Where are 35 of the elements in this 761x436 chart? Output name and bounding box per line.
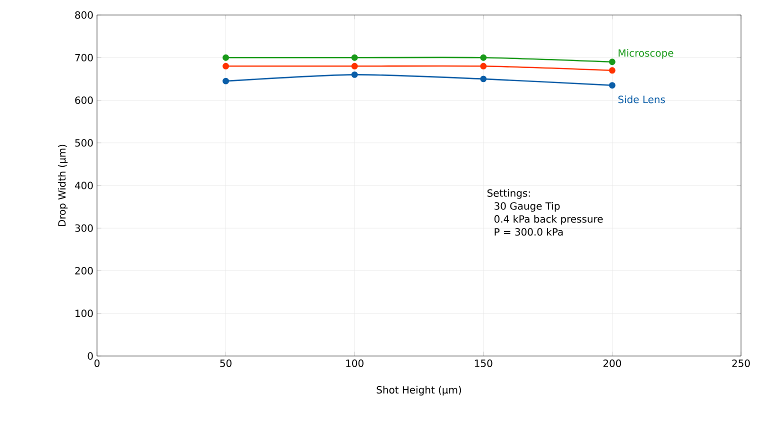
point (351, 71, 358, 78)
y-tick-label: 200 (75, 266, 93, 275)
series-label: Microscope (618, 49, 674, 59)
point (608, 58, 616, 66)
y-tick-label: 300 (75, 224, 93, 232)
y-tick-label: 400 (74, 182, 93, 190)
y-tick-label: 700 (75, 54, 93, 62)
y-tick-label: 500 (75, 139, 93, 147)
point (351, 54, 358, 61)
x-tick-label: 50 (220, 360, 232, 368)
point (222, 62, 230, 70)
annotation: 30 Gauge Tip (494, 202, 560, 212)
x-tick-label: 250 (732, 360, 750, 368)
point (608, 67, 616, 74)
y-tick-label: 100 (76, 310, 93, 318)
point (608, 82, 616, 89)
annotation: P = 300.0 kPa (494, 228, 563, 236)
y-tick-label: 0 (88, 352, 93, 360)
series-label: Side Lens (618, 95, 665, 104)
y-axis-title: Drop Width (µm) (58, 144, 68, 226)
annotation: Settings: (487, 189, 530, 199)
point (480, 62, 487, 70)
point (480, 54, 487, 61)
x-tick-label: 200 (603, 360, 622, 368)
y-tick-label: 600 (75, 96, 93, 104)
point (480, 76, 487, 82)
x-tick-label: 100 (346, 360, 364, 368)
point (351, 62, 358, 70)
x-tick-label: 150 (474, 360, 492, 368)
point (222, 78, 230, 84)
point (222, 54, 230, 61)
annotation: 0.4 kPa back pressure (494, 215, 603, 225)
x-tick-label: 0 (94, 360, 100, 368)
x-axis-title: Shot Height (µm) (376, 386, 462, 396)
y-tick-label: 800 (75, 11, 93, 19)
